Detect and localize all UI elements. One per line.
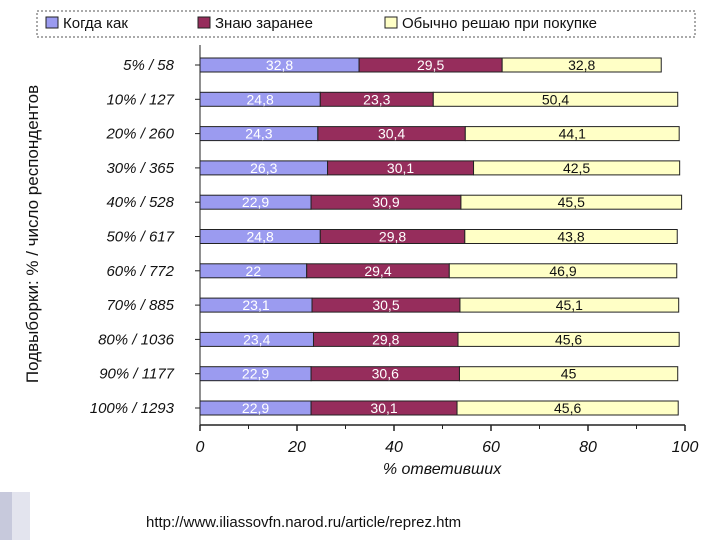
y-tick-label: 100% / 1293 [90, 400, 175, 417]
data-label: 45 [561, 366, 577, 382]
source-url: http://www.iliassovfn.narod.ru/article/r… [146, 514, 462, 531]
legend-entry: Обычно решаю при покупке [384, 15, 597, 32]
data-label: 44,1 [559, 126, 586, 142]
footer: http://www.iliassovfn.narod.ru/article/r… [0, 492, 720, 540]
data-label: 46,9 [549, 263, 576, 279]
y-tick-label: 20% / 260 [105, 126, 174, 143]
bar-segment [457, 331, 680, 347]
bar-segment [464, 126, 680, 142]
data-label: 29,8 [379, 229, 406, 245]
data-label: 45,6 [555, 331, 582, 347]
data-label: 29,8 [372, 331, 399, 347]
data-label: 22,9 [242, 194, 269, 210]
data-labels: 32,8 29,5 32,8 24,8 23,3 50,4 24,3 30,4 44,1 26,3… [242, 57, 596, 416]
x-tick-label: 40 [385, 439, 403, 456]
bar-segment [456, 400, 679, 416]
data-label: 22 [246, 263, 262, 279]
y-tick-label: 10% / 127 [106, 91, 174, 108]
data-label: 22,9 [242, 366, 269, 382]
y-tick-label: 40% / 528 [106, 194, 174, 211]
bar-segment [464, 229, 678, 244]
footer-accent-bar [0, 492, 12, 540]
x-tick-label: 0 [196, 439, 205, 456]
chart-axes: 0 20 40 60 80 100 5% / 58 10% / 127 20% / 260 30%… [90, 45, 699, 456]
data-label: 22,9 [242, 400, 269, 416]
data-label: 43,8 [557, 229, 584, 245]
legend-entry: Когда как [45, 15, 128, 32]
data-label: 30,6 [372, 366, 399, 382]
bar-segment [432, 91, 679, 107]
y-tick-label: 80% / 1036 [98, 331, 175, 348]
data-label: 23,3 [363, 91, 390, 107]
bar-segment [458, 366, 679, 382]
data-label: 50,4 [542, 91, 569, 107]
x-tick-label: 100 [672, 439, 699, 456]
legend-swatch [197, 16, 211, 29]
data-label: 29,4 [364, 263, 391, 279]
bar-segment [473, 160, 681, 176]
data-label: 24,8 [247, 91, 274, 107]
bars [199, 57, 683, 416]
data-label: 30,9 [372, 194, 399, 210]
data-label: 29,5 [417, 57, 444, 73]
y-axis-title: Подвыборки: % / число респондентов [23, 85, 42, 383]
x-tick-label: 20 [287, 439, 306, 456]
legend-swatch [45, 16, 59, 29]
data-label: 30,5 [372, 297, 399, 313]
data-label: 30,1 [387, 160, 414, 176]
legend-label: Когда как [63, 15, 128, 32]
data-label: 32,8 [568, 57, 595, 73]
bar-segment [459, 297, 680, 313]
data-label: 23,1 [242, 297, 269, 313]
bar-segment [448, 263, 678, 279]
x-tick-label: 60 [482, 439, 500, 456]
bar-segment [501, 57, 662, 73]
y-tick-label: 5% / 58 [123, 57, 175, 74]
y-tick-label: 70% / 885 [106, 297, 174, 314]
x-axis-title: % ответивших [383, 461, 502, 478]
legend-label: Обычно решаю при покупке [402, 15, 597, 32]
y-tick-label: 90% / 1177 [99, 366, 174, 383]
legend-label: Знаю заранее [215, 15, 313, 32]
footer-accent-bar-light [12, 492, 30, 540]
data-label: 45,5 [558, 194, 585, 210]
y-tick-label: 60% / 772 [106, 263, 174, 280]
data-label: 42,5 [563, 160, 590, 176]
legend-entry: Знаю заранее [197, 15, 313, 32]
y-tick-label: 30% / 365 [106, 160, 174, 177]
data-label: 45,1 [556, 297, 583, 313]
data-label: 24,3 [245, 126, 272, 142]
data-label: 23,4 [243, 331, 270, 347]
data-label: 32,8 [266, 57, 293, 73]
data-label: 24,8 [247, 229, 274, 245]
legend-box [36, 10, 696, 38]
x-tick-label: 80 [579, 439, 597, 456]
data-label: 26,3 [250, 160, 277, 176]
y-tick-label: 50% / 617 [106, 229, 174, 246]
legend: Когда как Знаю заранее Обычно решаю при по… [36, 10, 696, 38]
data-label: 45,6 [554, 400, 581, 416]
data-label: 30,1 [370, 400, 397, 416]
bar-segment [460, 194, 683, 210]
data-label: 30,4 [378, 126, 405, 142]
legend-swatch [384, 16, 398, 29]
